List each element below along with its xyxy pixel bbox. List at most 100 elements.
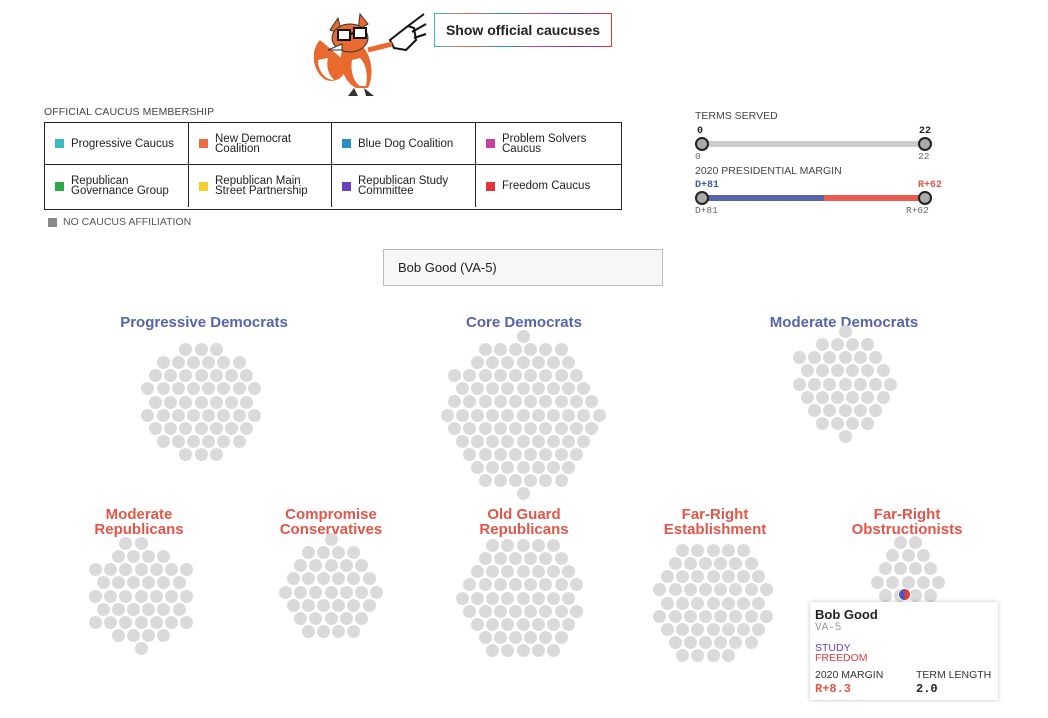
member-dot[interactable] [354, 559, 368, 573]
member-dot[interactable] [871, 575, 885, 589]
member-dot[interactable] [736, 596, 750, 610]
member-dot[interactable] [470, 617, 484, 631]
member-dot[interactable] [347, 546, 361, 559]
member-dot[interactable] [539, 630, 553, 644]
member-dot[interactable] [508, 369, 522, 382]
member-dot[interactable] [508, 604, 522, 618]
member-dot[interactable] [202, 408, 216, 422]
member-dot[interactable] [111, 576, 125, 590]
member-dot[interactable] [370, 585, 384, 599]
member-dot[interactable] [823, 403, 837, 417]
member-dot[interactable] [861, 416, 875, 430]
show-official-caucuses-button[interactable]: Show official caucuses [434, 13, 612, 47]
member-dot[interactable] [691, 570, 705, 584]
member-dot[interactable] [294, 611, 308, 625]
member-dot[interactable] [493, 474, 507, 488]
margin-slider-track[interactable] [701, 195, 925, 201]
member-dot[interactable] [508, 342, 522, 356]
member-dot[interactable] [134, 563, 148, 577]
member-dot[interactable] [148, 395, 162, 409]
member-dot[interactable] [180, 589, 194, 603]
member-dot[interactable] [493, 369, 507, 382]
terms-slider-min-handle[interactable] [695, 137, 709, 151]
member-dot[interactable] [546, 408, 560, 422]
terms-slider-max-handle[interactable] [918, 137, 932, 151]
member-dot[interactable] [815, 416, 829, 430]
member-dot[interactable] [119, 589, 133, 603]
member-dot[interactable] [240, 421, 254, 435]
member-dot[interactable] [347, 624, 361, 638]
member-dot[interactable] [524, 630, 538, 644]
member-dot[interactable] [539, 447, 553, 461]
member-dot[interactable] [539, 421, 553, 435]
member-dot[interactable] [853, 377, 867, 391]
member-dot[interactable] [909, 588, 923, 602]
member-dot[interactable] [156, 356, 170, 369]
member-dot[interactable] [577, 408, 591, 422]
member-dot[interactable] [546, 591, 560, 605]
member-dot[interactable] [470, 355, 484, 369]
member-dot[interactable] [516, 434, 530, 448]
member-dot[interactable] [232, 408, 246, 422]
member-dot[interactable] [493, 604, 507, 618]
member-dot[interactable] [508, 630, 522, 644]
member-dot[interactable] [698, 583, 712, 597]
member-dot[interactable] [868, 377, 882, 391]
member-dot[interactable] [569, 447, 583, 461]
member-dot[interactable] [508, 578, 522, 592]
member-dot[interactable] [111, 628, 125, 642]
member-dot[interactable] [301, 598, 315, 612]
member-dot[interactable] [546, 644, 560, 658]
member-dot[interactable] [354, 585, 368, 599]
member-dot[interactable] [294, 585, 308, 599]
member-dot[interactable] [830, 390, 844, 404]
member-dot[interactable] [486, 591, 500, 605]
member-dot[interactable] [691, 622, 705, 636]
member-dot[interactable] [668, 609, 682, 623]
member-dot[interactable] [486, 461, 500, 475]
member-dot[interactable] [96, 576, 110, 590]
member-dot[interactable] [729, 557, 743, 570]
member-dot[interactable] [486, 617, 500, 631]
member-dot[interactable] [539, 474, 553, 488]
member-dot[interactable] [676, 649, 690, 663]
member-dot[interactable] [354, 611, 368, 625]
member-dot[interactable] [217, 434, 231, 448]
member-dot[interactable] [546, 538, 560, 552]
member-dot[interactable] [508, 395, 522, 409]
member-dot[interactable] [486, 408, 500, 422]
member-dot[interactable] [217, 408, 231, 422]
member-dot[interactable] [668, 557, 682, 570]
member-dot[interactable] [721, 596, 735, 610]
member-dot[interactable] [531, 355, 545, 369]
member-dot[interactable] [800, 364, 814, 378]
member-dot[interactable] [846, 416, 860, 430]
member-dot[interactable] [884, 377, 898, 391]
member-dot[interactable] [876, 390, 890, 404]
member-dot[interactable] [470, 382, 484, 396]
member-dot[interactable] [224, 421, 238, 435]
member-dot[interactable] [830, 338, 844, 351]
member-dot[interactable] [531, 408, 545, 422]
member-dot[interactable] [501, 355, 515, 369]
member-dot[interactable] [209, 342, 223, 356]
member-dot[interactable] [562, 355, 576, 369]
member-dot[interactable] [172, 576, 186, 590]
member-dot[interactable] [562, 461, 576, 475]
member-dot[interactable] [546, 565, 560, 579]
member-dot[interactable] [893, 536, 907, 549]
member-dot[interactable] [362, 572, 376, 586]
member-dot[interactable] [316, 572, 330, 586]
member-dot[interactable] [876, 364, 890, 378]
member-dot[interactable] [698, 609, 712, 623]
member-dot[interactable] [683, 635, 697, 649]
member-dot[interactable] [721, 543, 735, 557]
member-dot[interactable] [554, 395, 568, 409]
member-dot[interactable] [861, 390, 875, 404]
member-dot[interactable] [486, 565, 500, 579]
member-dot[interactable] [569, 421, 583, 435]
member-dot[interactable] [463, 447, 477, 461]
member-dot[interactable] [539, 369, 553, 382]
member-dot[interactable] [478, 578, 492, 592]
member-dot[interactable] [846, 390, 860, 404]
